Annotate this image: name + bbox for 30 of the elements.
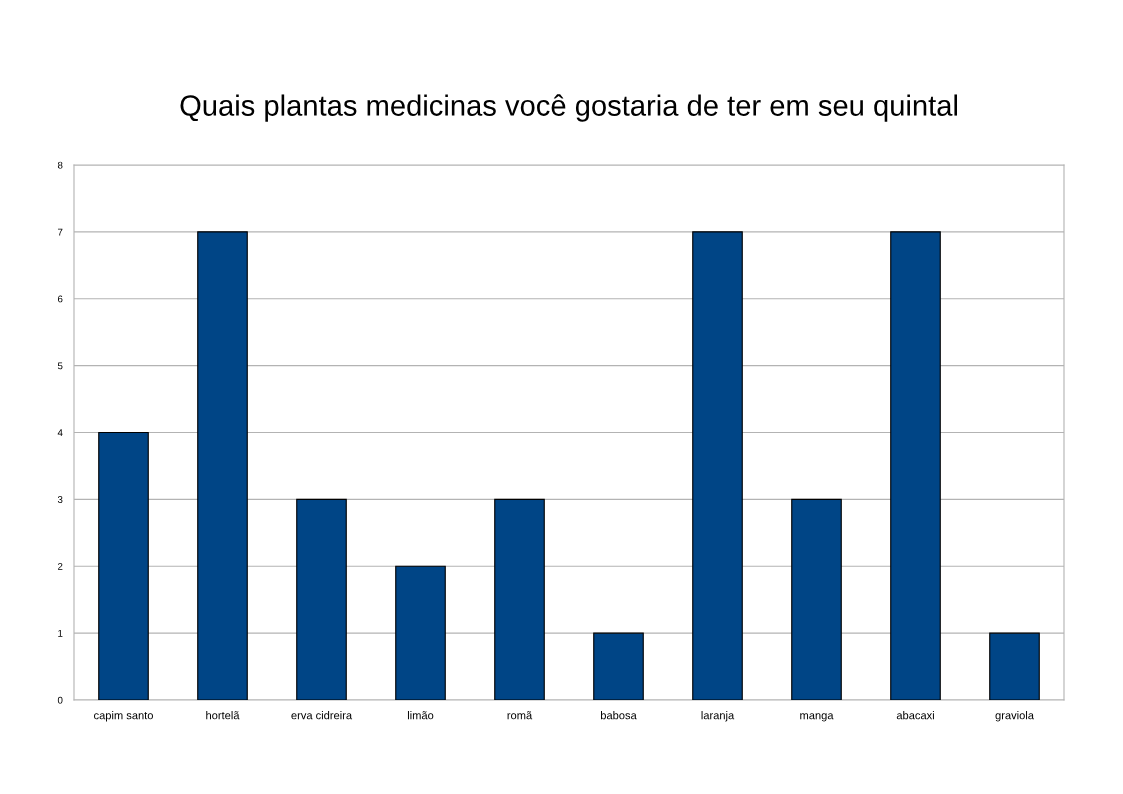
x-tick-label: graviola (995, 711, 1034, 722)
bar (692, 231, 743, 700)
y-tick-label: 8 (57, 161, 63, 169)
x-tick-label: babosa (600, 711, 637, 720)
x-tick-label: romã (507, 711, 533, 720)
bar (989, 632, 1040, 700)
bar (593, 632, 644, 700)
x-tick-label: hortelã (206, 711, 240, 720)
bar (395, 565, 446, 700)
y-tick-label: 6 (57, 295, 63, 303)
y-tick-label: 5 (57, 362, 63, 370)
x-tick-label: erva cidreira (291, 711, 353, 720)
bar (98, 431, 149, 700)
bar (494, 498, 545, 700)
y-tick-label: 3 (57, 496, 63, 503)
bar (791, 498, 842, 700)
x-tick-label: laranja (701, 711, 735, 722)
y-tick-label: 4 (57, 429, 63, 437)
bar (890, 231, 941, 700)
x-tick-label: abacaxi (896, 711, 934, 720)
y-tick-label: 0 (57, 696, 63, 704)
y-tick-label: 1 (58, 629, 63, 637)
bar (197, 231, 248, 700)
x-tick-label: capim santo (94, 711, 153, 722)
x-tick-label: limão (407, 711, 434, 720)
x-tick-label: manga (800, 713, 834, 722)
chart-title: Quais plantas medicinas você gostaria de ter em seu quintal (180, 94, 957, 122)
bar (296, 498, 347, 700)
y-tick-label: 7 (57, 228, 63, 236)
y-tick-label: 2 (57, 562, 63, 570)
